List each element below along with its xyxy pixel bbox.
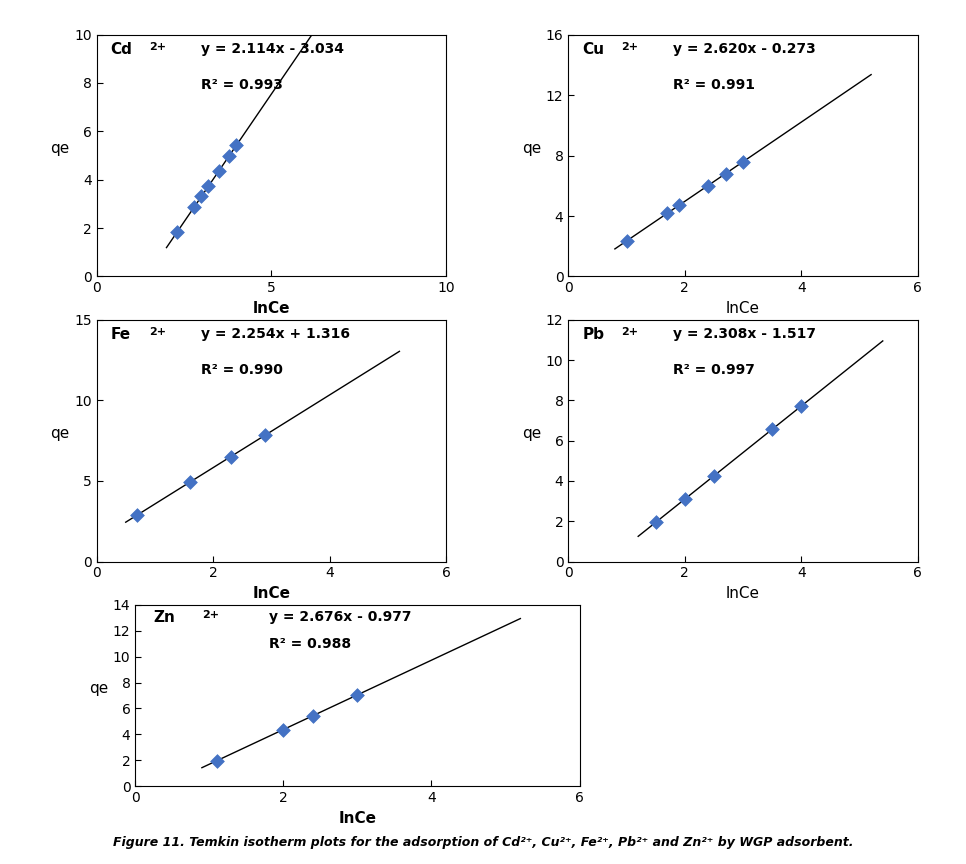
Text: y = 2.676x - 0.977: y = 2.676x - 0.977 <box>269 610 412 625</box>
X-axis label: InCe: InCe <box>338 810 377 826</box>
X-axis label: InCe: InCe <box>252 586 291 601</box>
Y-axis label: qe: qe <box>50 141 70 156</box>
Text: R² = 0.993: R² = 0.993 <box>202 78 283 92</box>
Text: y = 2.308x - 1.517: y = 2.308x - 1.517 <box>673 327 816 341</box>
Text: R² = 0.991: R² = 0.991 <box>673 78 755 92</box>
Text: Figure 11. Temkin isotherm plots for the adsorption of Cd²⁺, Cu²⁺, Fe²⁺, Pb²⁺ an: Figure 11. Temkin isotherm plots for the… <box>113 835 853 849</box>
Point <box>201 180 216 194</box>
X-axis label: lnCe: lnCe <box>726 301 760 316</box>
Point <box>229 138 244 152</box>
Text: Pb: Pb <box>582 327 605 342</box>
Text: y = 2.254x + 1.316: y = 2.254x + 1.316 <box>202 327 351 341</box>
Y-axis label: qe: qe <box>89 681 108 696</box>
X-axis label: lnCe: lnCe <box>252 301 290 316</box>
Point <box>735 155 751 168</box>
Text: Zn: Zn <box>153 610 175 626</box>
Point <box>212 164 227 178</box>
Point <box>194 189 210 203</box>
Point <box>129 508 145 522</box>
Point <box>706 469 722 483</box>
Text: Fe: Fe <box>110 327 130 342</box>
Text: y = 2.114x - 3.034: y = 2.114x - 3.034 <box>202 41 345 56</box>
Point <box>182 475 197 489</box>
Text: 2+: 2+ <box>149 41 166 52</box>
Point <box>648 516 664 530</box>
Point <box>275 722 291 736</box>
Point <box>619 234 635 248</box>
Point <box>718 167 733 181</box>
Text: Cu: Cu <box>582 41 605 57</box>
Text: y = 2.620x - 0.273: y = 2.620x - 0.273 <box>673 41 816 56</box>
Text: 2+: 2+ <box>621 41 638 52</box>
Y-axis label: qe: qe <box>50 426 70 441</box>
Point <box>221 149 237 162</box>
Point <box>764 422 780 436</box>
Point <box>186 200 202 213</box>
Text: 2+: 2+ <box>621 327 638 337</box>
Point <box>305 708 321 722</box>
Point <box>671 199 687 213</box>
Point <box>169 226 185 239</box>
Point <box>660 206 675 220</box>
Y-axis label: qe: qe <box>523 426 542 441</box>
Text: R² = 0.997: R² = 0.997 <box>673 363 755 378</box>
Point <box>350 688 365 702</box>
Text: 2+: 2+ <box>202 610 219 620</box>
Point <box>793 399 809 413</box>
Text: R² = 0.990: R² = 0.990 <box>202 363 283 378</box>
Text: 2+: 2+ <box>149 327 166 337</box>
Point <box>223 450 239 464</box>
Point <box>258 428 273 442</box>
X-axis label: lnCe: lnCe <box>726 586 760 601</box>
Point <box>209 754 224 768</box>
Text: R² = 0.988: R² = 0.988 <box>269 638 351 651</box>
Point <box>700 179 716 193</box>
Point <box>677 492 693 506</box>
Y-axis label: qe: qe <box>523 141 541 156</box>
Text: Cd: Cd <box>110 41 132 57</box>
